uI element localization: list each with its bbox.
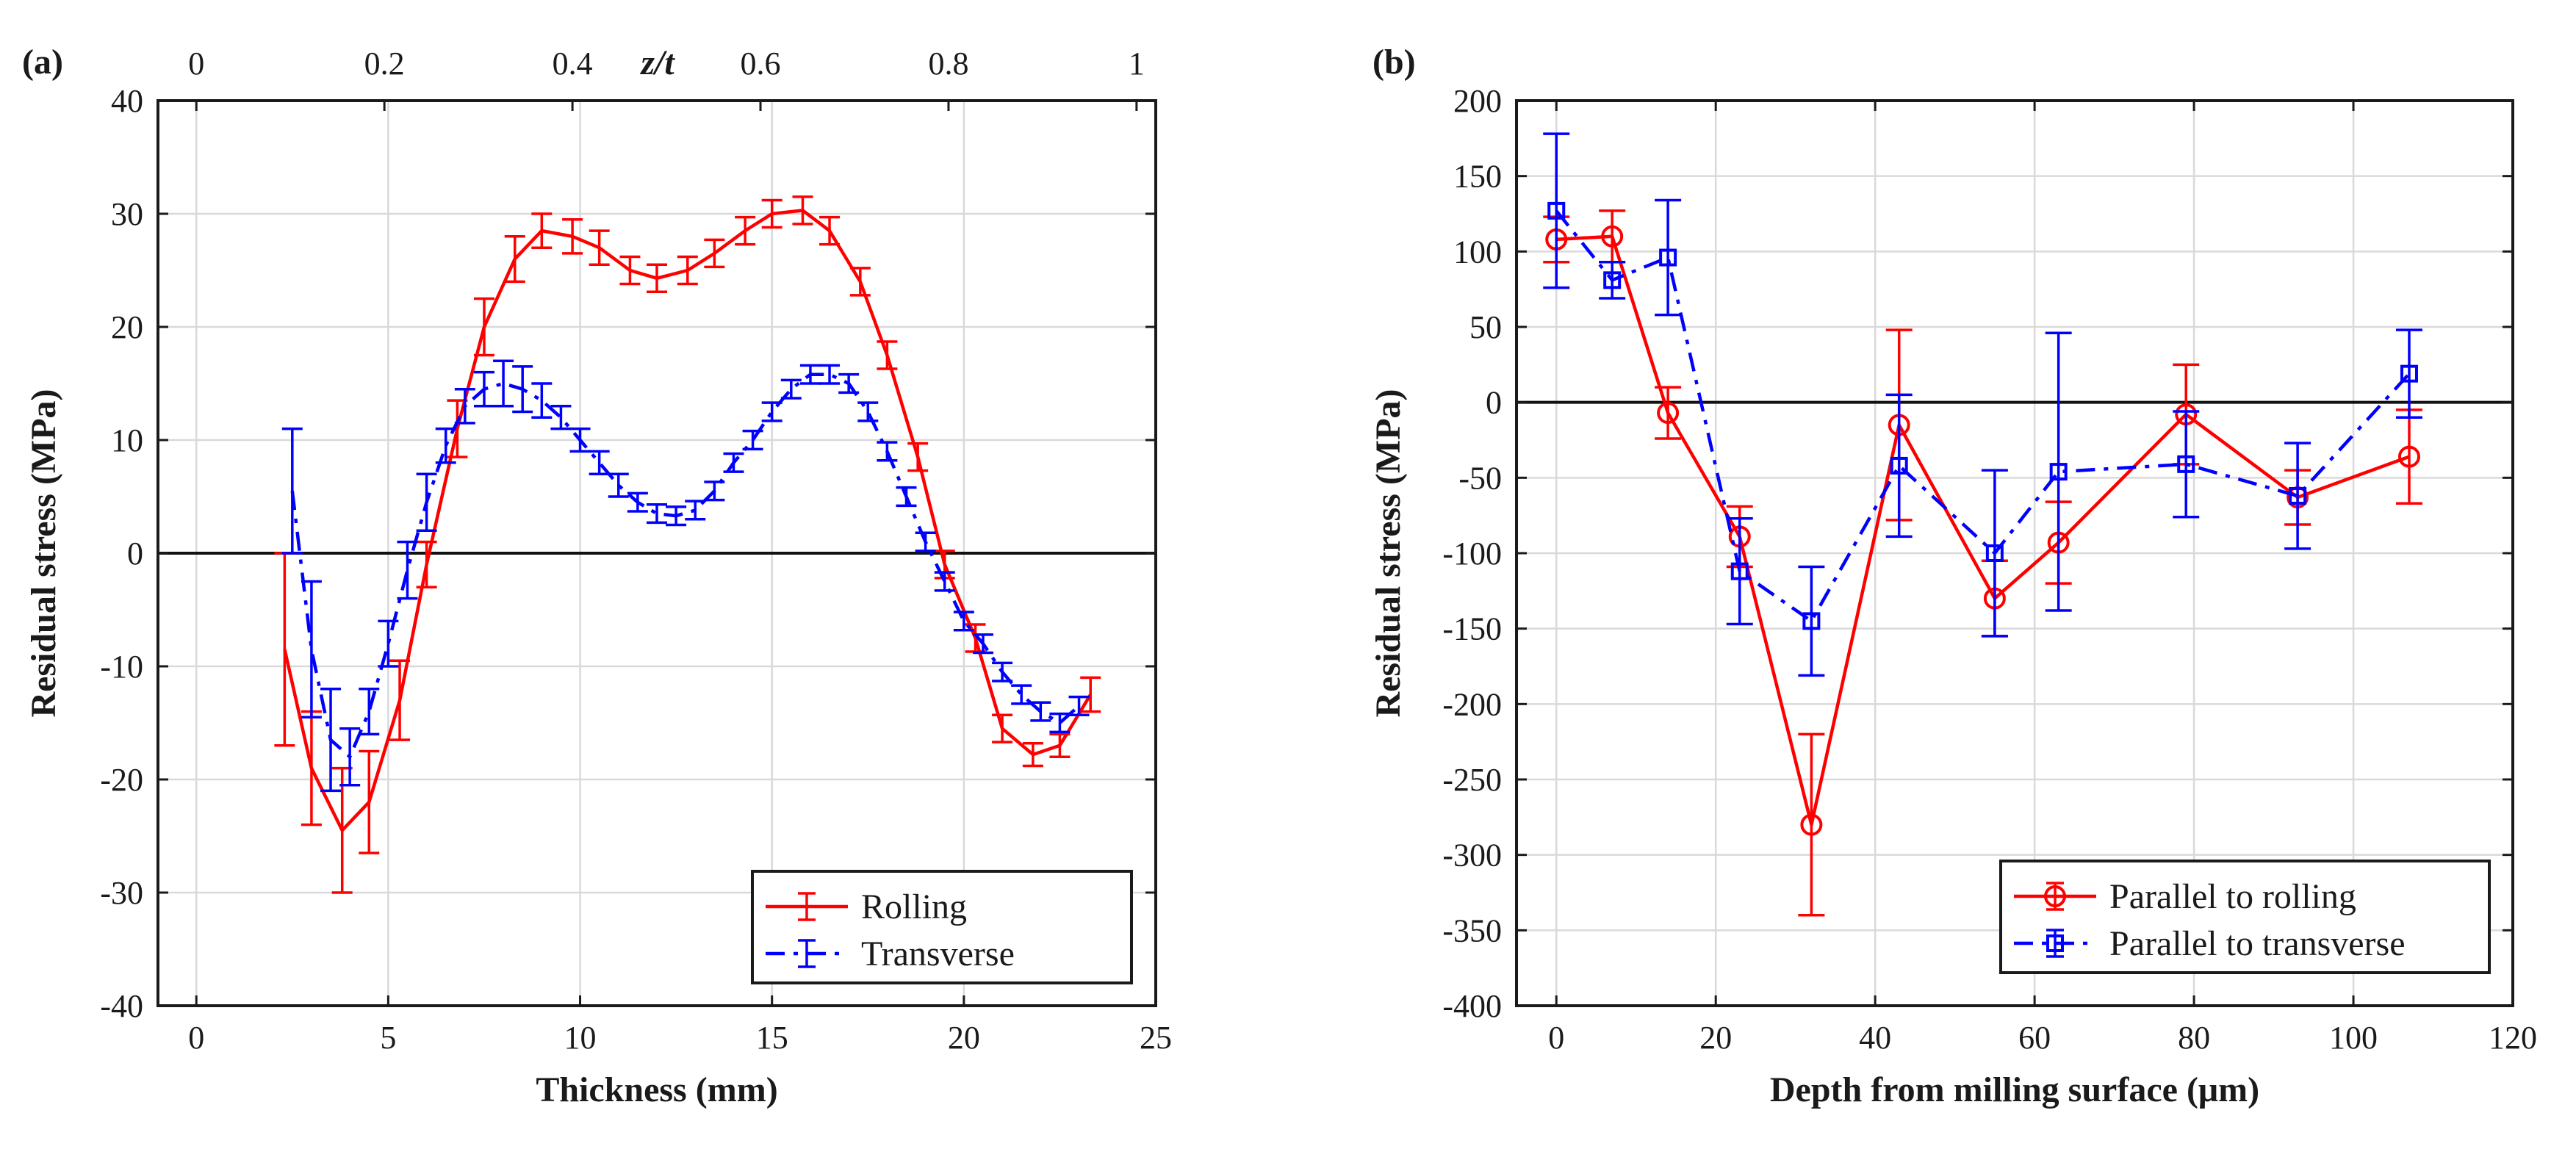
panel-b-y-tick-label: -150 <box>1442 611 1502 647</box>
panel-b-legend-marker <box>2046 934 2064 952</box>
panel-b-x-tick-label: 120 <box>2489 1020 2537 1056</box>
panel-a-thickness-chart: 0 5 10 15 20 25 -40 -30 -20 -10 0 10 20 30 40 0 0.2 0.4 0.… <box>22 43 1172 1109</box>
panel-a-y-tick-label: 10 <box>111 422 143 458</box>
panel-a-top-tick-label: 0.4 <box>553 46 593 82</box>
panel-a-x-tick-label: 5 <box>380 1020 396 1056</box>
panel-a-x-tick-label: 25 <box>1140 1020 1172 1056</box>
panel-a-y-tick-label: 0 <box>127 536 143 572</box>
panel-b-series-blue-point <box>1547 201 1566 220</box>
panel-b-series-blue-point <box>2289 486 2307 505</box>
panel-a-y-tick-label: 30 <box>111 196 143 232</box>
panel-b-series-red-point <box>2397 445 2420 468</box>
panel-a-y-axis-label: Residual stress (MPa) <box>24 389 63 717</box>
panel-b-legend-label: Parallel to rolling <box>2109 877 2356 916</box>
panel-b-y-tick-label: 0 <box>1486 385 1502 421</box>
panel-a-series-blue <box>281 359 1090 793</box>
panel-b-y-tick-label: 150 <box>1453 159 1502 195</box>
panel-a-y-tick-label: 20 <box>111 309 143 345</box>
panel-a-legend: Rolling Transverse <box>751 870 1133 984</box>
panel-b-y-axis-label: Residual stress (MPa) <box>1369 389 1408 717</box>
panel-b-series-blue-line <box>1555 209 2411 623</box>
panel-b-x-tick-label: 100 <box>2329 1020 2378 1056</box>
panel-a-x-tick-label: 15 <box>756 1020 788 1056</box>
panel-a-top-tick-label: 1 <box>1129 46 1145 82</box>
panel-a-x-axis-label: Thickness (mm) <box>536 1070 777 1109</box>
panel-a-top-tick-label: 0.8 <box>928 46 968 82</box>
panel-b-x-tick-label: 20 <box>1699 1020 1732 1056</box>
panel-b-series-blue-point <box>1730 562 1749 580</box>
panel-b-series-blue-point <box>2177 455 2195 473</box>
panel-a-legend-label: Transverse <box>861 934 1015 973</box>
panel-b-x-axis-label: Depth from milling surface (μm) <box>1770 1070 2259 1109</box>
panel-b-y-tick-label: -200 <box>1442 686 1502 722</box>
panel-a-series-red <box>274 195 1101 894</box>
panel-b-y-tick-label: -250 <box>1442 762 1502 798</box>
panel-b-y-tick-label: -300 <box>1442 837 1502 873</box>
panel-b-y-tick-label: 200 <box>1453 83 1502 119</box>
panel-b-series-red <box>1543 209 2422 917</box>
panel-a-y-tick-label: -40 <box>100 988 143 1024</box>
panel-a-legend-label: Rolling <box>861 887 967 926</box>
panel-b-legend-box <box>1999 860 2491 974</box>
panel-b-legend: Parallel to rolling Parallel to transvers… <box>1999 860 2491 974</box>
panel-b-x-tick-label: 60 <box>2018 1020 2051 1056</box>
panel-b-x-tick-label: 0 <box>1548 1020 1564 1056</box>
panel-a-series-blue-line <box>290 372 1080 759</box>
panel-b-series-blue-point <box>1603 271 1622 289</box>
panel-b-series-red-point <box>1657 402 1680 425</box>
panel-b-series-blue-point <box>1890 456 1908 475</box>
panel-b-x-tick-label: 40 <box>1859 1020 1891 1056</box>
panel-a-top-tick-label: 0.2 <box>364 46 405 82</box>
panel-a-label: (a) <box>22 43 63 82</box>
panel-b-y-tick-label: -350 <box>1442 912 1502 948</box>
panel-a-y-tick-label: -20 <box>100 762 143 798</box>
panel-a-top-tick-label: 0.6 <box>741 46 781 82</box>
panel-b-x-tick-label: 80 <box>2178 1020 2210 1056</box>
panel-a-x-tick-label: 20 <box>948 1020 980 1056</box>
panel-b-depth-chart: 0 20 40 60 80 100 120 -400 -350 -300 -250 -200 -150 -… <box>1369 43 2537 1109</box>
panel-b-series-blue-point <box>2400 364 2418 383</box>
panel-b-y-tick-label: 50 <box>1469 309 1502 345</box>
panel-b-y-tick-label: -50 <box>1458 460 1502 496</box>
panel-a-series-red-line <box>283 209 1093 832</box>
panel-b-y-tick-label: -400 <box>1442 988 1502 1024</box>
panel-a-y-tick-label: -30 <box>100 875 143 911</box>
panel-a-legend-box <box>751 870 1133 984</box>
panel-b-series-blue-point <box>2049 463 2068 481</box>
panel-a-x-tick-label: 0 <box>188 1020 204 1056</box>
panel-b-y-tick-label: -100 <box>1442 536 1502 572</box>
panel-b-legend-label: Parallel to transverse <box>2109 924 2406 963</box>
panel-b-series-red-point <box>1601 225 1624 248</box>
panel-b-series-red-point <box>1800 813 1823 836</box>
panel-b-series-blue-point <box>1659 248 1677 267</box>
panel-a-y-tick-label: -10 <box>100 649 143 685</box>
panel-a-y-tick-label: 40 <box>111 83 143 119</box>
panel-b-series-blue-point <box>1802 612 1821 630</box>
panel-a-top-tick-label: 0 <box>188 46 204 82</box>
panel-a-x-tick-label: 10 <box>564 1020 597 1056</box>
panel-b-label: (b) <box>1372 43 1416 82</box>
panel-b-series-blue <box>1543 132 2422 677</box>
panel-b-series-blue-point <box>1985 544 2004 562</box>
panel-a-top-axis-label: z/t <box>639 43 675 82</box>
panel-b-legend-marker <box>2044 885 2066 907</box>
panel-b-y-tick-label: 100 <box>1453 234 1502 270</box>
